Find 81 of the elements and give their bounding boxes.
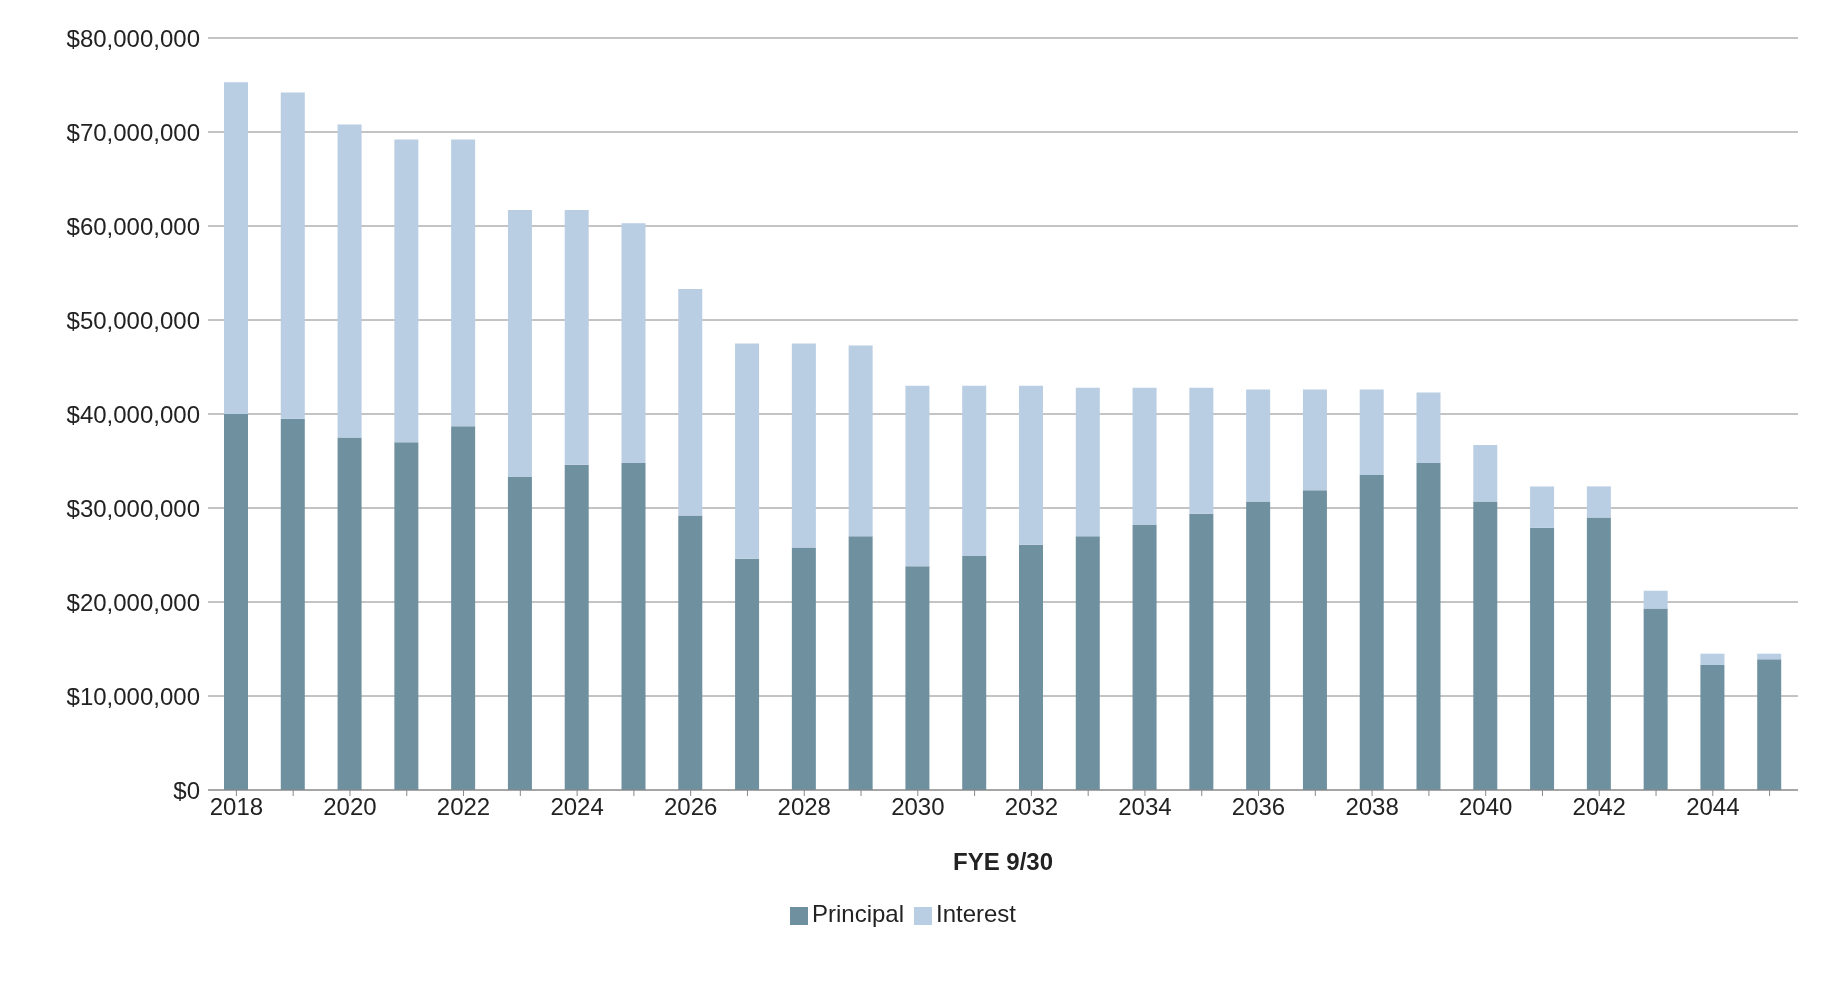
bar [678, 515, 703, 790]
y-tick-label: $50,000,000 [66, 306, 200, 334]
bar [1189, 513, 1214, 790]
bar [1359, 475, 1384, 790]
bar [507, 210, 532, 477]
bar [224, 414, 248, 790]
bar [394, 442, 419, 790]
bar [848, 536, 873, 790]
y-tick-label: $0 [173, 776, 200, 804]
bar [1643, 608, 1668, 790]
bar [962, 555, 987, 790]
bar [1359, 389, 1384, 476]
bar [1473, 501, 1498, 790]
x-tick-label: 2032 [1004, 793, 1059, 821]
bar [791, 343, 816, 548]
bar [1075, 536, 1100, 790]
bar [735, 558, 760, 790]
bar [280, 418, 305, 790]
x-tick-label: 2034 [1118, 793, 1172, 821]
bar [848, 345, 873, 537]
bar [1416, 392, 1441, 463]
bar [337, 437, 362, 790]
bar [1586, 486, 1611, 518]
bar [280, 92, 305, 419]
y-tick-label: $40,000,000 [66, 400, 200, 428]
bar [1586, 517, 1611, 790]
x-tick-label: 2028 [777, 793, 831, 821]
y-tick-label: $80,000,000 [66, 24, 200, 52]
x-tick-label: 2024 [550, 793, 604, 821]
x-tick-label: 2022 [436, 793, 491, 821]
bar [564, 464, 589, 790]
bar [1246, 389, 1271, 502]
bar [564, 210, 589, 465]
bar [621, 223, 646, 463]
x-tick-label: 2040 [1458, 793, 1513, 821]
bar [1700, 653, 1725, 665]
x-tick-label: 2036 [1231, 793, 1286, 821]
bar [1530, 486, 1555, 528]
bar [1530, 527, 1555, 790]
bar [1757, 659, 1782, 790]
x-tick-label: 2042 [1572, 793, 1626, 821]
bar [791, 547, 816, 790]
bar [1302, 389, 1327, 491]
y-tick-label: $60,000,000 [66, 212, 200, 240]
legend-label: Interest [936, 900, 1017, 927]
bar [394, 139, 419, 443]
bar [1019, 544, 1043, 790]
bar [905, 566, 930, 790]
bar [678, 288, 703, 516]
y-tick-label: $70,000,000 [66, 118, 200, 146]
bar [1416, 462, 1441, 790]
bar [1189, 387, 1214, 514]
bar [224, 82, 248, 414]
x-tick-label: 2038 [1345, 793, 1399, 821]
y-tick-label: $10,000,000 [66, 682, 200, 710]
y-tick-label: $30,000,000 [66, 494, 200, 522]
x-tick-label: 2018 [209, 793, 264, 821]
bar [451, 426, 476, 790]
bar [1246, 501, 1271, 790]
bar [1075, 387, 1100, 537]
bar [1700, 664, 1725, 790]
bar [1302, 490, 1327, 790]
bar [337, 124, 362, 438]
legend-label: Principal [811, 900, 904, 927]
bar [621, 462, 646, 790]
y-tick-label: $20,000,000 [66, 588, 200, 616]
x-tick-label: 2044 [1686, 793, 1740, 821]
x-tick-label: 2030 [891, 793, 945, 821]
bar [1132, 387, 1157, 525]
bar [1019, 385, 1043, 545]
x-axis-title: FYE 9/30 [952, 848, 1054, 875]
bar [451, 139, 476, 427]
bar [735, 343, 760, 559]
x-tick-label: 2020 [323, 793, 377, 821]
x-tick-label: 2026 [663, 793, 718, 821]
bar [905, 385, 930, 567]
bar [1643, 590, 1668, 609]
bar [1132, 524, 1157, 790]
bar [962, 385, 987, 556]
bar [1473, 445, 1498, 502]
bar [507, 476, 532, 790]
